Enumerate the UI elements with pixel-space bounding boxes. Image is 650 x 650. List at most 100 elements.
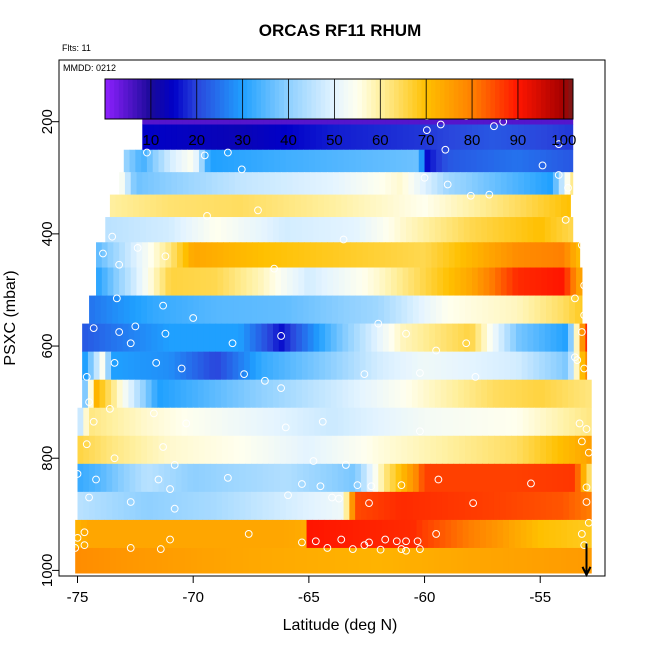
colorbar-tick-label: 50 [326, 132, 343, 149]
heat-cell [558, 267, 566, 296]
heat-cell [164, 463, 171, 493]
heat-cell [522, 463, 530, 493]
heat-cell [292, 124, 300, 151]
heat-cell [279, 491, 287, 521]
sample-point [416, 369, 424, 377]
heat-cell [412, 149, 420, 173]
heat-cell [446, 351, 453, 380]
heat-cell [134, 379, 141, 409]
heat-cell [325, 351, 332, 380]
sample-point [156, 545, 165, 553]
heat-cell [257, 124, 265, 151]
heat-cell [423, 351, 430, 380]
colorbar-cell [164, 79, 170, 119]
heat-cell [281, 267, 288, 296]
heat-cell [537, 519, 545, 549]
sample-point [422, 126, 431, 135]
heat-cell [289, 194, 296, 218]
colorbar-cell [348, 79, 354, 119]
heat-cell [308, 491, 316, 521]
heat-cell [98, 547, 105, 574]
heat-cell [217, 172, 224, 195]
heat-cell [460, 124, 467, 151]
heat-cell [469, 351, 477, 380]
heat-cell [377, 351, 384, 380]
heat-cell [418, 295, 426, 324]
heat-cell [570, 124, 574, 151]
heat-cell [533, 379, 540, 409]
heat-cell [182, 172, 190, 195]
heat-cell [269, 124, 276, 151]
heat-cell [138, 519, 146, 549]
heat-cell [174, 379, 182, 409]
heat-cell [291, 149, 298, 173]
heat-cell [485, 194, 493, 218]
heat-cell [204, 407, 212, 437]
sample-point [420, 173, 429, 182]
heat-cell [447, 463, 455, 493]
heat-cell [262, 435, 269, 465]
heat-cell [463, 351, 471, 380]
heat-cell [430, 463, 437, 493]
heat-cell [245, 407, 252, 437]
heat-cell [298, 242, 305, 268]
sample-point [166, 535, 174, 544]
heat-cell [242, 519, 250, 549]
heat-cell [394, 351, 401, 380]
heat-cell [163, 323, 170, 352]
colorbar-cell [238, 79, 244, 119]
heat-cell [157, 351, 164, 380]
heat-cell [493, 407, 501, 437]
heat-cell [499, 435, 507, 465]
heat-cell [320, 295, 327, 324]
heat-cell [141, 463, 148, 493]
heat-cell [350, 242, 357, 268]
heat-cell [327, 172, 334, 195]
colorbar-cell [109, 79, 115, 119]
heat-cell [337, 491, 345, 521]
heat-cell [535, 124, 542, 151]
heat-cell [445, 519, 452, 549]
heat-band [119, 172, 574, 195]
heat-cell [466, 267, 473, 296]
heat-cell [167, 519, 175, 549]
heat-cell [506, 242, 514, 268]
heat-cell [558, 172, 566, 195]
heat-cell [555, 547, 562, 574]
heat-cell [362, 267, 369, 296]
heat-cell [156, 547, 163, 574]
heat-cell [342, 379, 349, 409]
heat-cell [274, 295, 281, 324]
heat-cell [185, 519, 192, 549]
heat-cell [200, 172, 207, 195]
heat-cell [255, 323, 263, 352]
colorbar-cell [481, 79, 487, 119]
heat-cell [371, 323, 378, 352]
sample-point [189, 314, 198, 322]
heat-cell [179, 547, 186, 574]
heat-cell [144, 519, 151, 549]
heat-cell [385, 172, 392, 195]
heat-cell [434, 217, 442, 243]
heat-cell [319, 351, 326, 380]
heat-cell [373, 124, 381, 151]
heat-cell [352, 194, 360, 218]
x-tick-label: -65 [298, 589, 320, 606]
heat-cell [445, 547, 452, 574]
heat-cell [148, 267, 155, 296]
heat-cell [579, 379, 586, 409]
heat-cell [231, 519, 238, 549]
heat-cell [343, 491, 350, 521]
heat-cell [503, 519, 510, 549]
sample-point [573, 356, 582, 364]
heat-cell [194, 242, 201, 268]
heat-cell [561, 194, 568, 218]
heat-cell [337, 435, 345, 465]
heat-cell [515, 351, 523, 380]
heat-cell [112, 491, 119, 521]
heat-cell [115, 547, 123, 574]
heat-cell [229, 124, 236, 151]
heat-cell [159, 242, 167, 268]
heat-cell [115, 194, 123, 218]
